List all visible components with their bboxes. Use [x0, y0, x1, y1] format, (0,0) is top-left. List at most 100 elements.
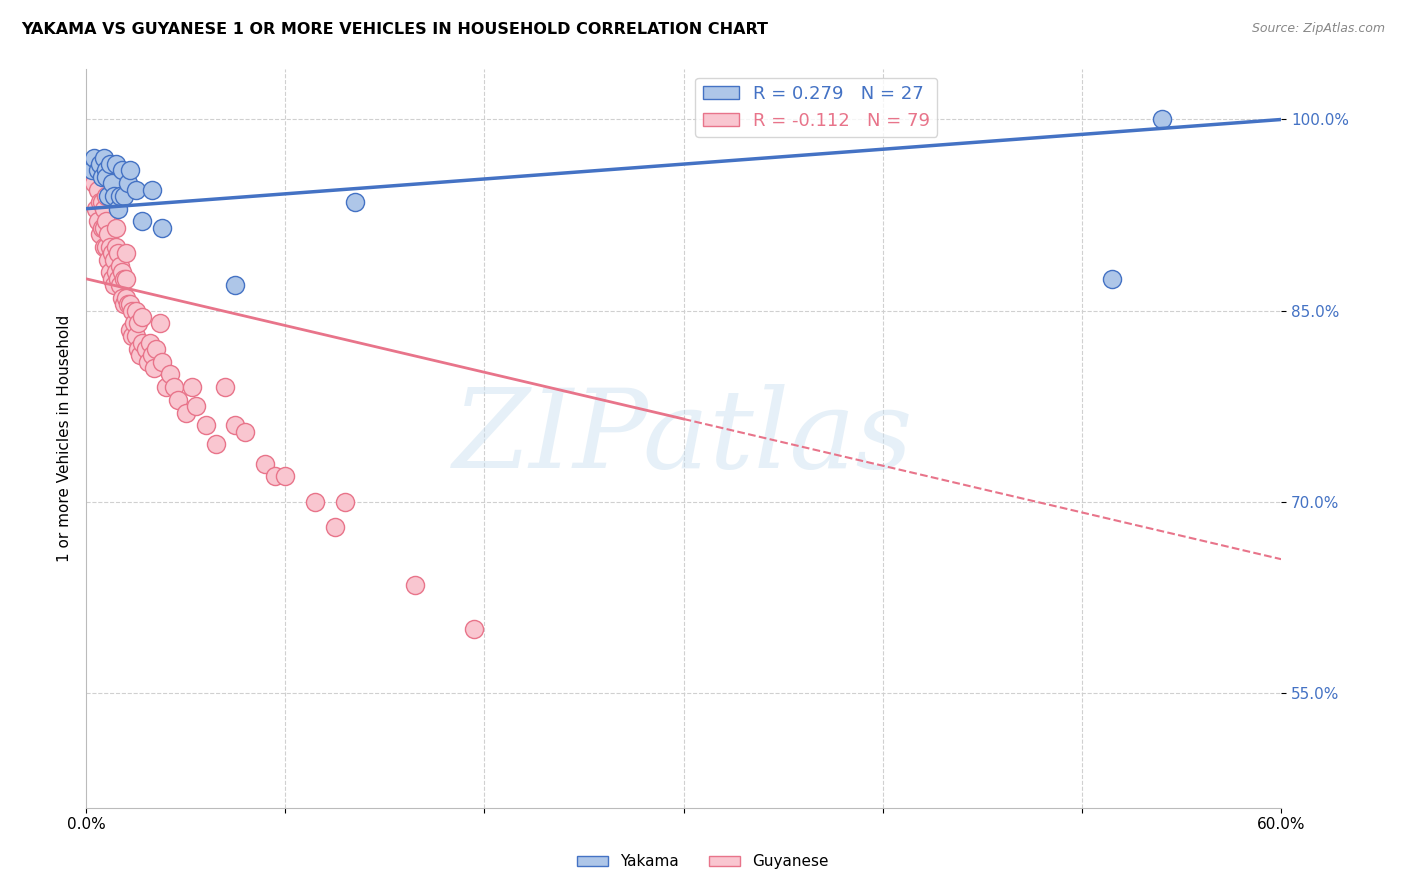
- Point: [108, 259, 131, 273]
- Text: ZIPatlas: ZIPatlas: [453, 384, 914, 491]
- Point: [1101, 272, 1123, 286]
- Point: [80, 163, 103, 178]
- Point: [107, 202, 129, 216]
- Point: [204, 437, 226, 451]
- Point: [155, 380, 177, 394]
- Point: [111, 265, 134, 279]
- Point: [136, 354, 159, 368]
- Point: [93, 240, 115, 254]
- Legend: R = 0.279   N = 27, R = -0.112   N = 79: R = 0.279 N = 27, R = -0.112 N = 79: [696, 78, 938, 137]
- Point: [274, 469, 297, 483]
- Text: YAKAMA VS GUYANESE 1 OR MORE VEHICLES IN HOUSEHOLD CORRELATION CHART: YAKAMA VS GUYANESE 1 OR MORE VEHICLES IN…: [21, 22, 768, 37]
- Point: [112, 272, 135, 286]
- Point: [83, 176, 105, 190]
- Point: [264, 469, 287, 483]
- Point: [101, 176, 124, 190]
- Point: [107, 272, 129, 286]
- Text: Source: ZipAtlas.com: Source: ZipAtlas.com: [1251, 22, 1385, 36]
- Point: [254, 457, 277, 471]
- Legend: Yakama, Guyanese: Yakama, Guyanese: [571, 848, 835, 875]
- Point: [98, 157, 121, 171]
- Point: [118, 163, 141, 178]
- Point: [101, 272, 124, 286]
- Point: [333, 495, 356, 509]
- Point: [93, 220, 115, 235]
- Point: [166, 392, 188, 407]
- Point: [107, 246, 129, 260]
- Point: [115, 246, 138, 260]
- Point: [125, 303, 148, 318]
- Point: [125, 183, 148, 197]
- Point: [80, 157, 103, 171]
- Point: [108, 278, 131, 293]
- Point: [87, 183, 110, 197]
- Point: [83, 151, 105, 165]
- Point: [112, 189, 135, 203]
- Point: [84, 202, 107, 216]
- Point: [94, 169, 117, 184]
- Point: [94, 163, 117, 178]
- Point: [111, 163, 134, 178]
- Point: [150, 220, 173, 235]
- Point: [89, 157, 111, 171]
- Point: [149, 317, 172, 331]
- Point: [97, 227, 120, 242]
- Point: [304, 495, 326, 509]
- Point: [101, 246, 124, 260]
- Point: [104, 240, 127, 254]
- Point: [94, 214, 117, 228]
- Point: [404, 577, 426, 591]
- Point: [224, 278, 246, 293]
- Point: [122, 317, 145, 331]
- Point: [115, 272, 138, 286]
- Point: [118, 297, 141, 311]
- Point: [98, 265, 121, 279]
- Point: [94, 240, 117, 254]
- Point: [142, 361, 165, 376]
- Point: [121, 303, 143, 318]
- Point: [112, 297, 135, 311]
- Point: [463, 622, 485, 636]
- Point: [89, 195, 111, 210]
- Point: [127, 342, 149, 356]
- Point: [145, 342, 167, 356]
- Point: [235, 425, 257, 439]
- Point: [343, 195, 366, 210]
- Point: [180, 380, 202, 394]
- Point: [127, 317, 149, 331]
- Point: [89, 227, 111, 242]
- Point: [139, 335, 162, 350]
- Point: [93, 151, 115, 165]
- Point: [150, 354, 173, 368]
- Point: [194, 418, 217, 433]
- Point: [118, 323, 141, 337]
- Point: [131, 214, 153, 228]
- Point: [87, 163, 110, 178]
- Point: [184, 399, 207, 413]
- Point: [97, 252, 120, 267]
- Point: [121, 329, 143, 343]
- Point: [117, 297, 139, 311]
- Point: [94, 189, 117, 203]
- Point: [159, 368, 181, 382]
- Point: [103, 252, 125, 267]
- Point: [141, 348, 163, 362]
- Point: [93, 202, 115, 216]
- Point: [115, 291, 138, 305]
- Point: [111, 291, 134, 305]
- Point: [141, 183, 163, 197]
- Point: [323, 520, 346, 534]
- Point: [98, 240, 121, 254]
- Point: [131, 335, 153, 350]
- Point: [128, 348, 150, 362]
- Point: [97, 189, 120, 203]
- Point: [91, 195, 114, 210]
- Point: [87, 214, 110, 228]
- Point: [103, 189, 125, 203]
- Point: [224, 418, 246, 433]
- Point: [1150, 112, 1173, 127]
- Y-axis label: 1 or more Vehicles in Household: 1 or more Vehicles in Household: [58, 315, 72, 562]
- Point: [163, 380, 186, 394]
- Point: [135, 342, 157, 356]
- Point: [103, 278, 125, 293]
